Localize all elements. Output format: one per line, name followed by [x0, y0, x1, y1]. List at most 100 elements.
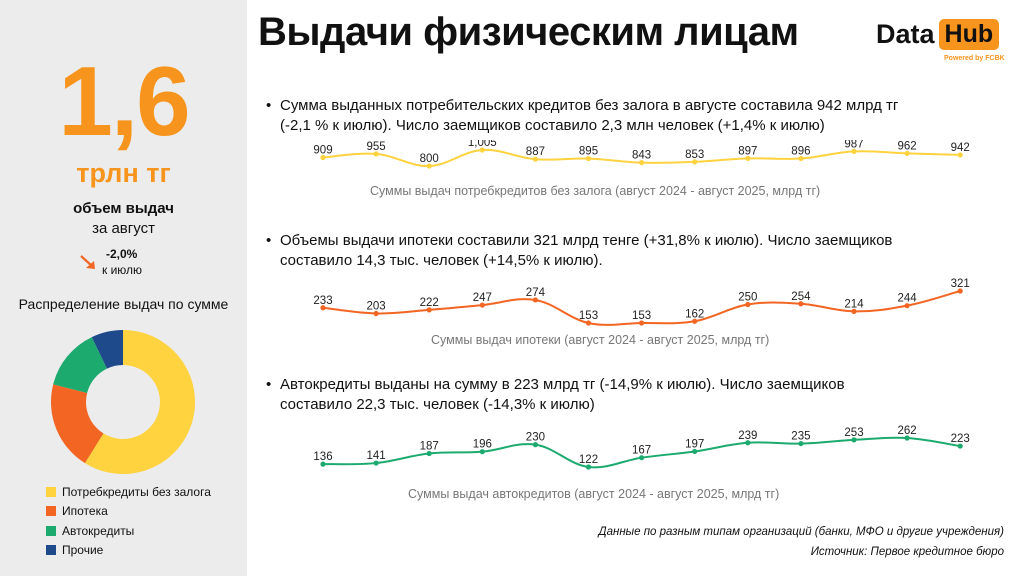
- data-point: [957, 288, 963, 294]
- legend-label: Потребкредиты без залога: [62, 484, 211, 499]
- logo-hub-text: Hub: [938, 19, 1000, 50]
- section-line-text: Сумма выданных потребительских кредитов …: [280, 97, 899, 114]
- bullet: •: [266, 376, 272, 393]
- donut-slice: [91, 330, 123, 369]
- data-label: 321: [951, 278, 970, 290]
- data-label: 254: [791, 291, 811, 303]
- data-label: 987: [844, 140, 863, 150]
- section-line: • Сумма выданных потребительских кредитов…: [266, 96, 966, 116]
- data-label: 853: [685, 149, 704, 161]
- data-label: 235: [791, 431, 810, 443]
- data-label: 196: [473, 439, 492, 451]
- data-point: [639, 160, 645, 166]
- section-line-text: Автокредиты выданы на сумму в 223 млрд т…: [280, 376, 845, 393]
- legend-swatch: [46, 486, 56, 497]
- mortgage-line-chart: 233 203 222 247 274 153 153 162 250 254 214 244 321: [313, 278, 970, 326]
- legend-label: Прочие: [62, 543, 104, 558]
- data-label: 122: [579, 454, 598, 466]
- data-label: 167: [632, 445, 651, 457]
- data-label: 1,005: [468, 140, 497, 149]
- data-point: [373, 460, 379, 466]
- consumer-loans-line-chart: 909 955 800 1,005 887 895 843 853 897 896 987 962 94…: [313, 140, 970, 169]
- data-point: [745, 301, 751, 308]
- kpi-panel: 1,6 трлн тг объем выдач за август -2,0% …: [0, 0, 247, 576]
- section-line: составило 14,3 тыс. человек (+14,5% к ию…: [280, 252, 603, 269]
- data-label: 253: [844, 427, 863, 439]
- data-label: 222: [420, 297, 439, 309]
- section-consumer-text: • Сумма выданных потребительских кредитов…: [266, 96, 966, 136]
- kpi-unit: трлн тг: [76, 158, 171, 188]
- section-line: • Автокредиты выданы на сумму в 223 млрд …: [266, 375, 966, 395]
- auto-loans-line-chart: 136 141 187 196 230 122 167 197 239 235 253 262 223: [313, 425, 970, 470]
- footer-source: Источник: Первое кредитное бюро: [810, 546, 1004, 558]
- data-point: [479, 449, 485, 455]
- auto-chart-caption: Суммы выдач автокредитов (август 2024 - …: [408, 487, 780, 501]
- data-point: [692, 159, 698, 165]
- arrow-down-right-icon: [80, 255, 95, 269]
- section-auto-text: • Автокредиты выданы на сумму в 223 млрд …: [266, 375, 966, 415]
- kpi-label: объем выдач: [73, 200, 174, 217]
- kpi-period: за август: [92, 220, 155, 237]
- data-point: [373, 151, 379, 157]
- donut-slice: [53, 337, 107, 393]
- data-point: [479, 302, 485, 308]
- legend-item: Ипотека: [46, 502, 211, 522]
- section-line-text: Объемы выдачи ипотеки составили 321 млрд…: [280, 232, 893, 249]
- data-label: 962: [898, 140, 917, 152]
- data-point: [851, 148, 857, 155]
- kpi-change-label: к июлю: [102, 263, 143, 277]
- data-point: [585, 155, 592, 162]
- data-label: 896: [791, 146, 810, 158]
- data-label: 136: [313, 451, 332, 463]
- bullet: •: [266, 232, 272, 249]
- data-label: 230: [526, 432, 545, 444]
- data-point: [585, 320, 592, 326]
- donut-slice: [84, 330, 195, 474]
- data-point: [426, 307, 432, 313]
- legend-swatch: [46, 525, 56, 536]
- distribution-legend: Потребкредиты без залога Ипотека Автокре…: [46, 482, 211, 560]
- data-point: [373, 310, 379, 317]
- data-label: 187: [420, 441, 439, 453]
- consumer-chart-caption: Суммы выдач потребкредитов без залога (а…: [370, 184, 821, 198]
- data-label: 800: [420, 153, 439, 165]
- data-label: 843: [632, 150, 651, 162]
- data-label: 223: [951, 433, 970, 445]
- bullet: •: [266, 97, 272, 114]
- data-point: [798, 155, 804, 162]
- data-label: 244: [898, 293, 918, 305]
- data-label: 274: [526, 287, 546, 299]
- footer-note: Данные по разным типам организаций (банк…: [598, 526, 1004, 538]
- data-point: [904, 150, 910, 156]
- data-point: [320, 305, 326, 311]
- data-point: [851, 437, 857, 443]
- distribution-donut-chart: [50, 330, 195, 474]
- data-point: [851, 308, 857, 314]
- data-label: 942: [951, 142, 970, 154]
- data-point: [532, 297, 538, 303]
- kpi-value: 1,6: [58, 46, 190, 156]
- data-label: 909: [313, 144, 332, 156]
- data-label: 197: [685, 438, 704, 450]
- data-point: [426, 163, 432, 169]
- data-point: [904, 303, 910, 309]
- datahub-logo: Data Hub: [876, 19, 1000, 50]
- data-label: 153: [579, 310, 598, 322]
- data-point: [692, 318, 698, 324]
- data-label: 887: [526, 146, 545, 158]
- data-label: 897: [738, 145, 757, 157]
- data-point: [532, 442, 538, 448]
- data-point: [745, 155, 751, 162]
- data-label: 153: [632, 310, 651, 322]
- data-label: 247: [473, 292, 492, 304]
- kpi-change: -2,0%: [106, 247, 138, 261]
- legend-swatch: [46, 506, 56, 517]
- data-point: [479, 147, 485, 153]
- data-point: [320, 461, 326, 467]
- data-label: 214: [844, 298, 864, 310]
- data-label: 233: [313, 295, 332, 307]
- data-label: 162: [685, 308, 704, 320]
- distribution-title: Распределение выдач по сумме: [18, 296, 229, 312]
- legend-label: Ипотека: [62, 504, 108, 519]
- data-point: [798, 440, 804, 447]
